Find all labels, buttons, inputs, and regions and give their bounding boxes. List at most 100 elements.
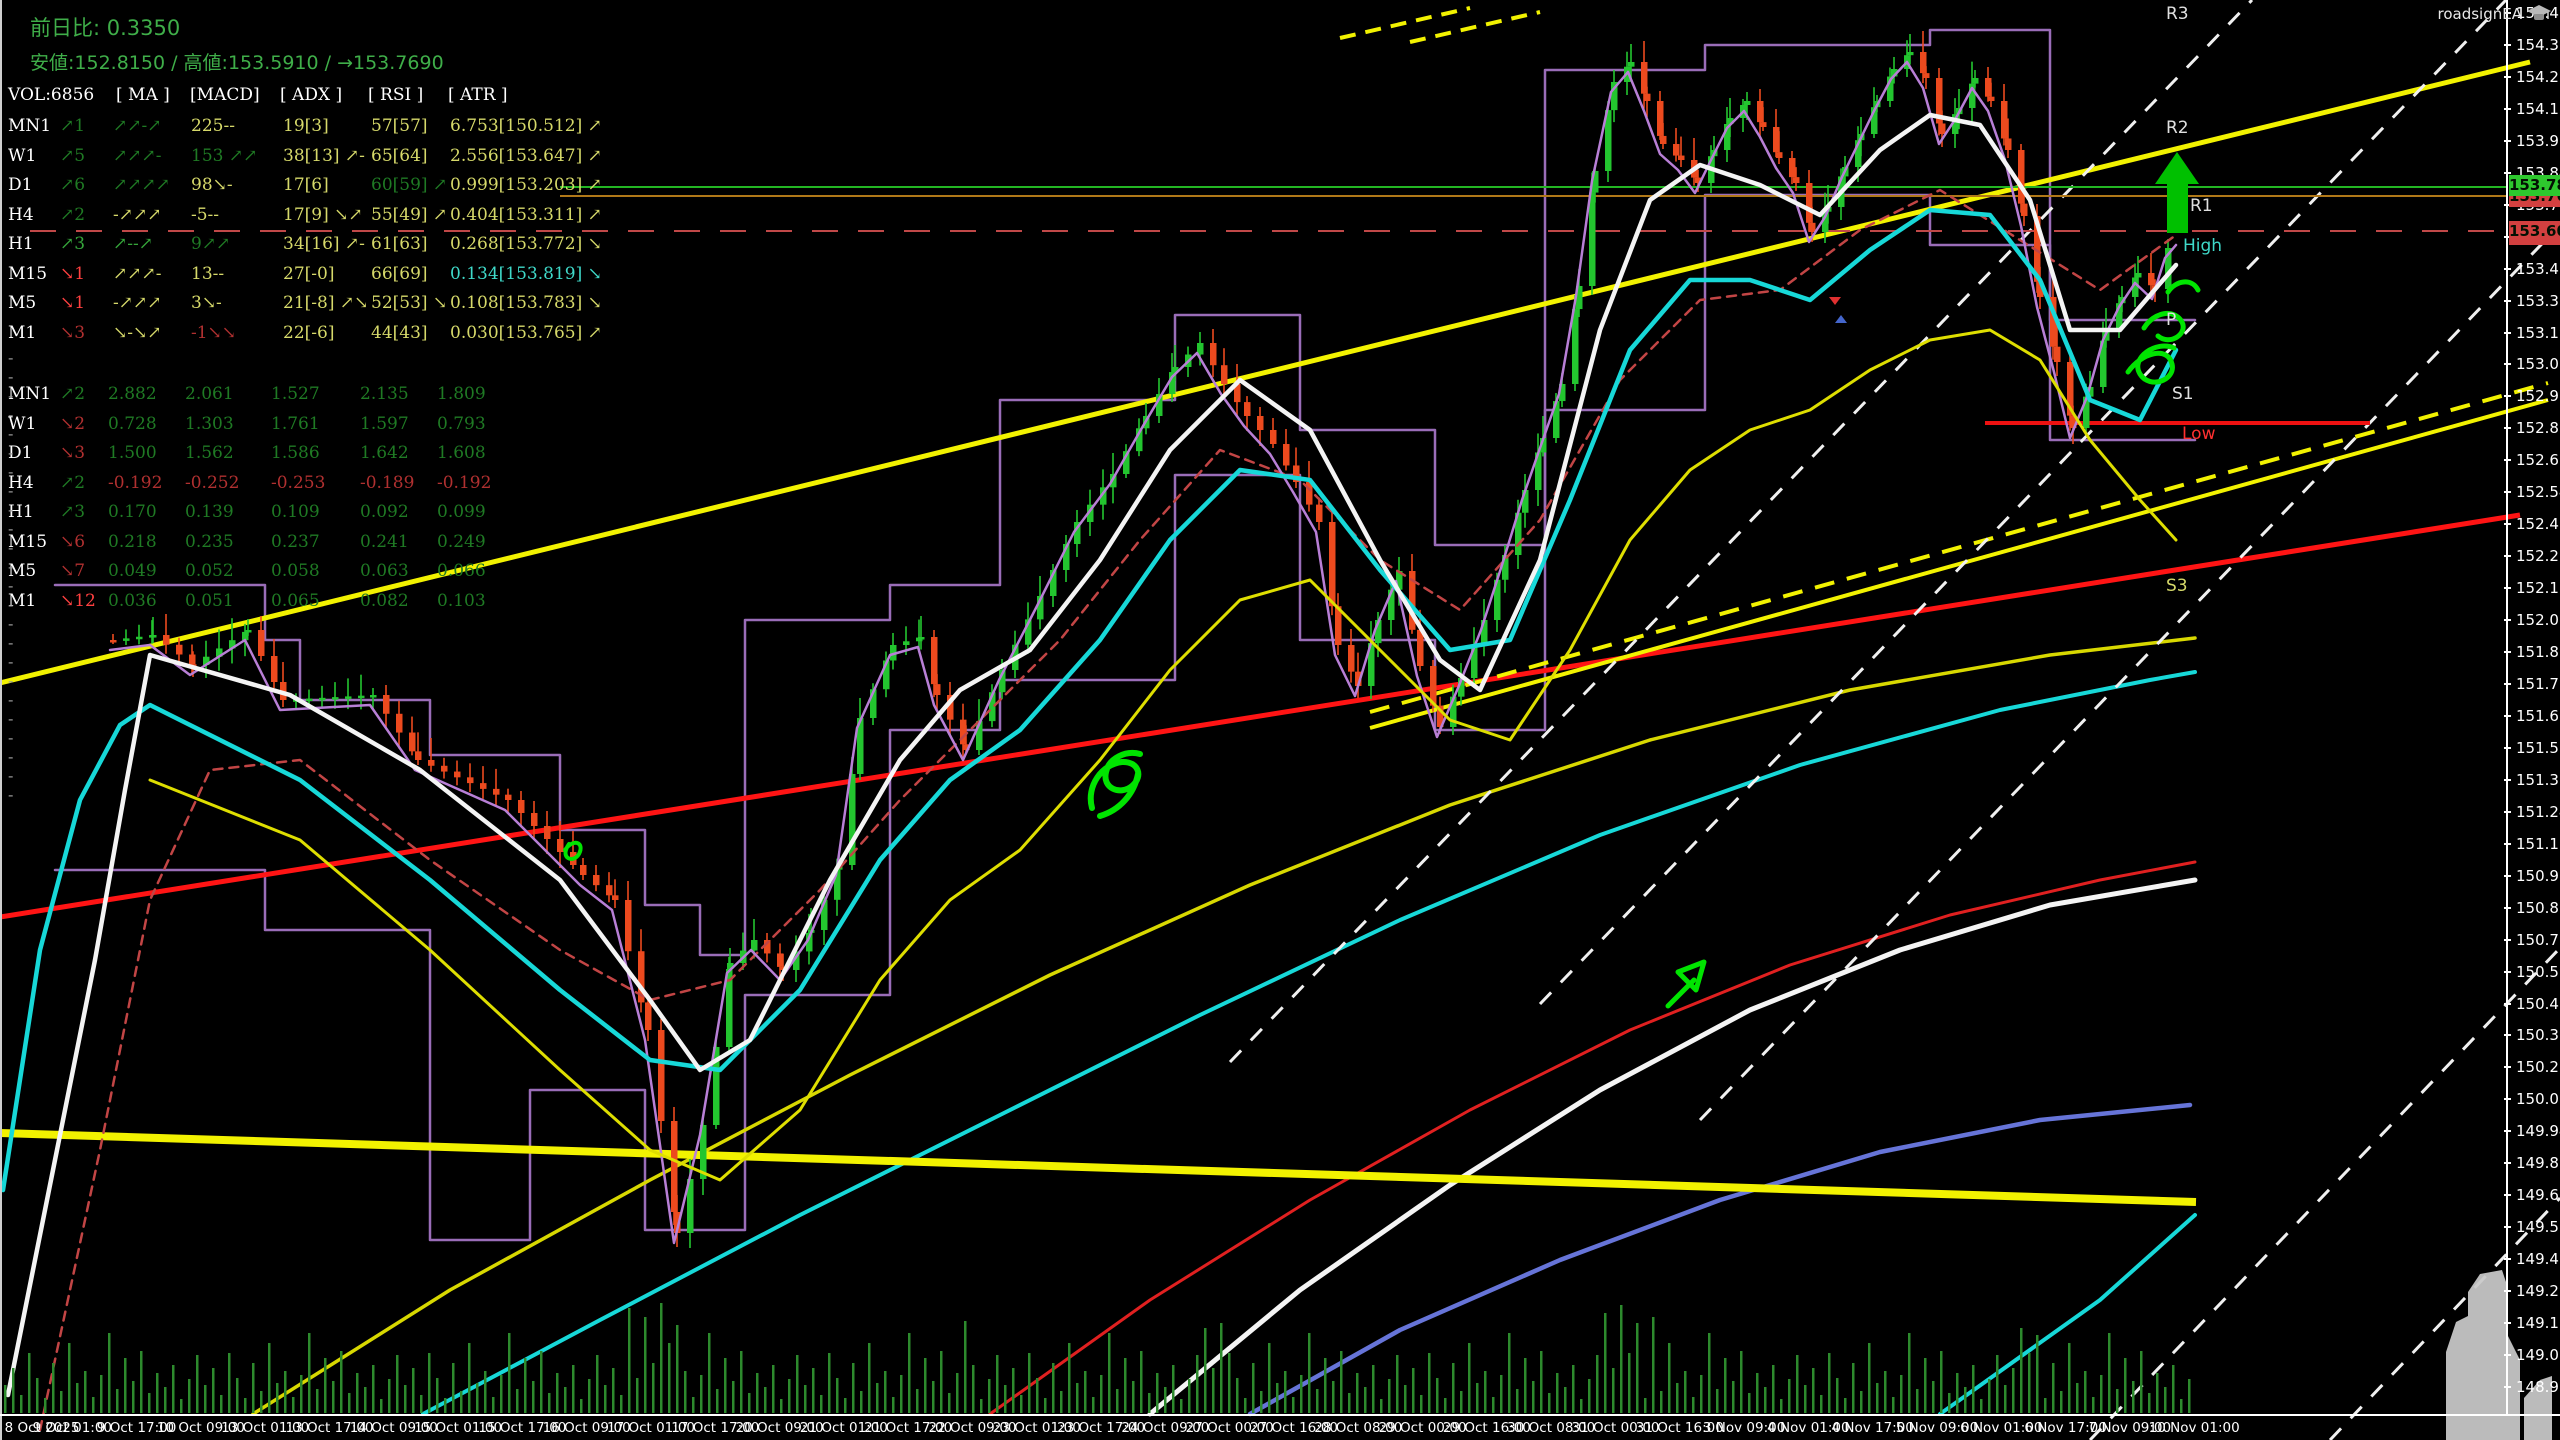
candle-body [764,940,771,954]
candle-body [493,788,500,795]
tf-direction: ↗6 [60,175,86,195]
column-header: [ ATR ] [448,85,508,105]
candle-body [2148,273,2155,286]
volume-bar [2116,1389,2119,1413]
range-value: -0.252 [185,472,240,493]
volume-bar [700,1375,703,1413]
range-value: 0.793 [437,413,486,434]
column-header: [MACD] [190,85,260,105]
volume-bar [140,1351,143,1413]
price-axis-label: 151.240 [2516,802,2560,821]
price-axis-label: 152.280 [2516,547,2560,566]
volume-bar [940,1351,943,1413]
price-axis-label: 151.370 [2516,770,2560,789]
volume-bar [1732,1381,1735,1413]
volume-bar [948,1393,951,1413]
purple-channel-upper [53,28,2197,957]
macd-value: -5-- [191,204,220,225]
volume-bar [100,1375,103,1413]
price-axis-label: 151.500 [2516,738,2560,757]
volume-bar [1980,1399,1983,1413]
candle-body [2132,277,2139,297]
volume-bar [972,1365,975,1413]
volume-bar [580,1399,583,1413]
candle-body [1136,428,1143,452]
candle-body [557,839,564,852]
candle-body [1100,487,1107,505]
range-value: 0.170 [108,502,157,522]
price-axis-label: 149.030 [2516,1346,2560,1365]
candle-body [1576,286,1583,310]
mortarboard-icon[interactable] [2526,4,2552,24]
candle-body [1471,645,1478,678]
cyan-steep-segment [1938,1213,2197,1416]
marker-label-r3: R3 [2166,4,2189,24]
volume-bar [1620,1305,1623,1413]
buy-signal-arrow-icon [2155,152,2199,233]
tf-label: M15 [8,531,48,552]
rsi-value: 55[49] ↗ [371,204,448,225]
candle-body [2087,387,2094,397]
candle-body [1657,101,1664,136]
volume-bar [500,1375,503,1413]
time-axis-label: 9 Oct 17:00 [96,1420,177,1436]
candle-body [2037,281,2044,297]
tf-direction: ↗3 [60,502,86,522]
candle-body [1776,152,1783,158]
time-axis-label: 21 Oct 01:00 [799,1420,888,1436]
candle-body [258,630,265,656]
volume-bar [1852,1363,1855,1413]
volume-bar [2132,1381,2135,1413]
volume-bar [420,1395,423,1413]
candle-body [383,695,390,714]
volume-bar [484,1371,487,1413]
range-value: 2.882 [108,384,157,404]
volume-bar [564,1387,567,1413]
volume-bar [1716,1389,1719,1413]
white-channel-1 [1698,223,2560,1122]
range-value: 0.139 [185,502,234,522]
tf-direction: ↘1 [60,263,86,284]
volume-bar [1268,1343,1271,1413]
candle-body [1822,211,1829,232]
volume-bar [84,1371,87,1413]
candle-body [163,635,170,645]
tf-direction: ↘12 [60,590,96,611]
volume-bar [1028,1353,1031,1413]
down-signal-arrow-icon [1829,297,1841,305]
candle-body [671,1121,678,1212]
volume-bar [2028,1353,2031,1413]
red-trend-diagonal [0,512,2521,920]
volume-bar [748,1393,751,1413]
volume-bar [516,1389,519,1413]
column-header: [ RSI ] [368,85,424,105]
range-value: -0.192 [108,472,163,493]
candle-body [1169,372,1176,395]
volume-bar [2004,1385,2007,1413]
volume-bar [1868,1343,1871,1413]
price-axis-label: 152.670 [2516,451,2560,470]
volume-bar [1924,1358,1927,1413]
candle-body [1197,343,1204,355]
ea-name-label: roadsignEA [2437,5,2522,23]
volume-bar [812,1368,815,1413]
candle-body [849,774,856,865]
volume-bar [1212,1368,1215,1413]
candle-body [1417,629,1424,666]
volume-bar [724,1358,727,1413]
volume-bar [172,1365,175,1413]
tf-direction: ↗3 [60,234,86,254]
tf-label: W1 [8,145,37,166]
yellow-flat-thick [0,1129,2197,1206]
volume-bar [1564,1387,1567,1413]
candle-body [1678,155,1685,160]
range-value: 0.051 [185,590,234,611]
volume-bar [1500,1375,1503,1413]
marker-label-s1: S1 [2172,384,2194,404]
price-tick [2504,1034,2511,1037]
candle-body [216,648,223,657]
time-axis-label: 6 Nov 17:00 [2024,1420,2107,1436]
volume-bar [1132,1381,1135,1413]
